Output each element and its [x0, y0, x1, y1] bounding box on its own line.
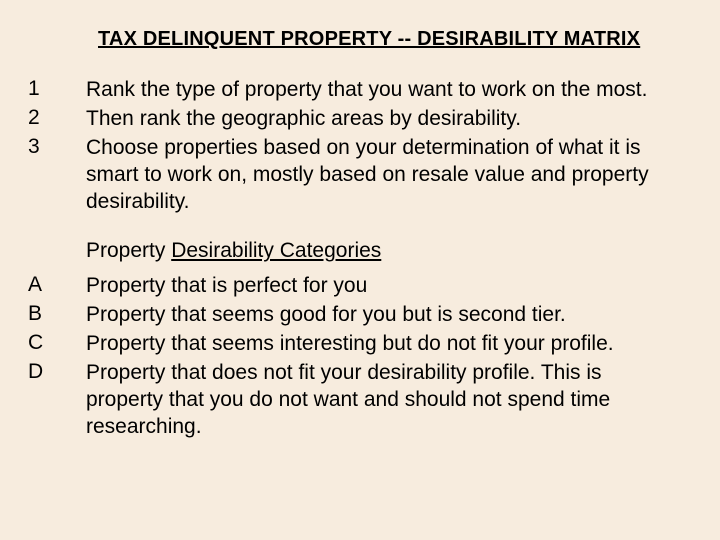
- category-row: B Property that seems good for you but i…: [28, 302, 692, 329]
- step-row: 3 Choose properties based on your determ…: [28, 135, 692, 216]
- step-row: 1 Rank the type of property that you wan…: [28, 77, 692, 104]
- step-number: 3: [28, 135, 86, 216]
- heading-tail: Desirability Categories: [171, 239, 381, 262]
- step-text: Choose properties based on your determin…: [86, 135, 666, 216]
- step-number: 1: [28, 77, 86, 104]
- step-number: 2: [28, 106, 86, 133]
- heading-lead: Property: [86, 239, 171, 262]
- step-text: Rank the type of property that you want …: [86, 77, 647, 104]
- slide: TAX DELINQUENT PROPERTY -- DESIRABILITY …: [0, 0, 720, 540]
- page-title: TAX DELINQUENT PROPERTY -- DESIRABILITY …: [98, 28, 692, 51]
- spacer: [28, 217, 692, 239]
- step-text: Then rank the geographic areas by desira…: [86, 106, 521, 133]
- category-letter: C: [28, 331, 86, 358]
- category-text: Property that is perfect for you: [86, 273, 367, 300]
- categories-heading: Property Desirability Categories: [86, 239, 692, 263]
- category-text: Property that does not fit your desirabi…: [86, 360, 666, 441]
- category-text: Property that seems good for you but is …: [86, 302, 566, 329]
- category-row: D Property that does not fit your desira…: [28, 360, 692, 441]
- step-row: 2 Then rank the geographic areas by desi…: [28, 106, 692, 133]
- category-letter: A: [28, 273, 86, 300]
- category-row: A Property that is perfect for you: [28, 273, 692, 300]
- category-row: C Property that seems interesting but do…: [28, 331, 692, 358]
- category-text: Property that seems interesting but do n…: [86, 331, 614, 358]
- category-letter: B: [28, 302, 86, 329]
- category-letter: D: [28, 360, 86, 441]
